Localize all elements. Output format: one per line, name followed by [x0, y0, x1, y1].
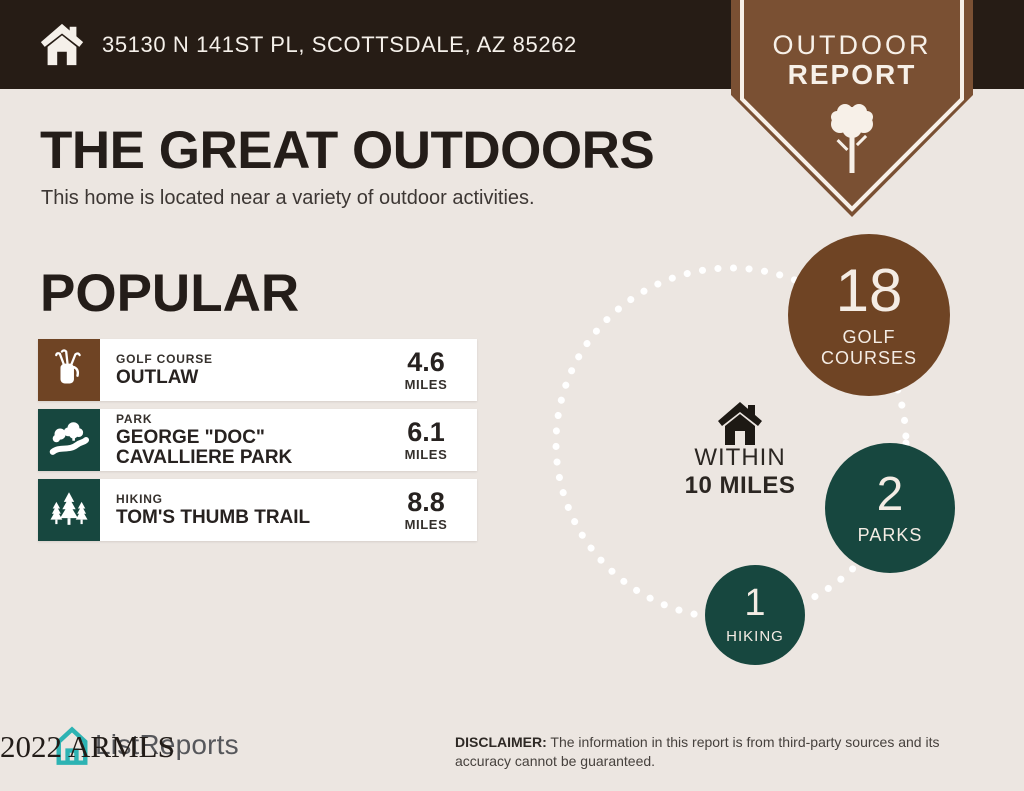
stat-count: 18 — [835, 257, 903, 324]
tree-icon — [831, 104, 873, 173]
item-category: PARK — [116, 412, 153, 426]
stat-label: HIKING — [726, 627, 784, 645]
property-address: 35130 N 141ST PL, SCOTTSDALE, AZ 85262 — [102, 31, 577, 57]
listreports-logo: ListReports — [53, 724, 239, 766]
home-icon — [40, 23, 84, 65]
house-logo-icon — [56, 726, 88, 765]
popular-heading: POPULAR — [40, 264, 300, 323]
page-subtitle: This home is located near a variety of o… — [41, 187, 535, 209]
stat-label: PARKS — [857, 524, 923, 545]
pine-trees-icon — [50, 492, 88, 525]
logo-text: ListReports — [95, 729, 239, 760]
item-name: TOM'S THUMB TRAIL — [116, 507, 311, 528]
item-distance: 8.8 — [407, 486, 445, 517]
list-item-hiking: HIKING TOM'S THUMB TRAIL 8.8 MILES — [38, 479, 477, 541]
item-distance-unit: MILES — [404, 446, 448, 462]
radius-label-line2: 10 MILES — [684, 472, 796, 499]
item-name: OUTLAW — [116, 367, 199, 388]
badge-title-line1: OUTDOOR — [772, 30, 932, 60]
list-item-golf-course: GOLF COURSE OUTLAW 4.6 MILES — [38, 339, 477, 401]
golf-bag-icon — [55, 349, 81, 384]
item-distance: 4.6 — [407, 346, 445, 377]
item-distance-unit: MILES — [404, 516, 448, 532]
item-category: HIKING — [116, 492, 163, 506]
stat-bubble-golf-courses: 18 GOLF COURSES — [788, 234, 950, 396]
stat-count: 2 — [876, 467, 904, 521]
stat-count: 1 — [744, 581, 766, 624]
mls-watermark: 2022 ARMLS — [0, 729, 175, 764]
home-icon — [718, 402, 762, 445]
outdoor-report-badge: OUTDOOR REPORT — [731, 0, 973, 217]
stat-bubble-parks: 2 PARKS — [825, 443, 955, 573]
disclaimer-label: DISCLAIMER: — [455, 734, 547, 750]
stat-label: GOLF COURSES — [820, 327, 917, 368]
radius-dotted-ring — [552, 264, 910, 622]
golf-tile — [38, 339, 100, 401]
stat-bubble-hiking: 1 HIKING — [705, 565, 805, 665]
list-item-park: PARK GEORGE "DOC" CAVALLIERE PARK 6.1 MI… — [38, 409, 477, 471]
popular-list: GOLF COURSE OUTLAW 4.6 MILES — [38, 339, 477, 549]
item-category: GOLF COURSE — [116, 352, 213, 366]
item-name: GEORGE "DOC" CAVALLIERE PARK — [116, 427, 293, 468]
park-tile — [38, 409, 100, 471]
radius-label-line1: WITHIN — [694, 444, 786, 471]
hiking-tile — [38, 479, 100, 541]
disclaimer: DISCLAIMER: The information in this repo… — [455, 733, 983, 771]
item-distance: 6.1 — [407, 416, 445, 447]
badge-title-line2: REPORT — [787, 59, 917, 90]
park-icon — [49, 422, 90, 455]
page-title: THE GREAT OUTDOORS — [40, 121, 655, 180]
item-distance-unit: MILES — [404, 376, 448, 392]
radius-label: WITHIN 10 MILES — [655, 444, 825, 500]
disclaimer-text: The information in this report is from t… — [455, 734, 940, 769]
